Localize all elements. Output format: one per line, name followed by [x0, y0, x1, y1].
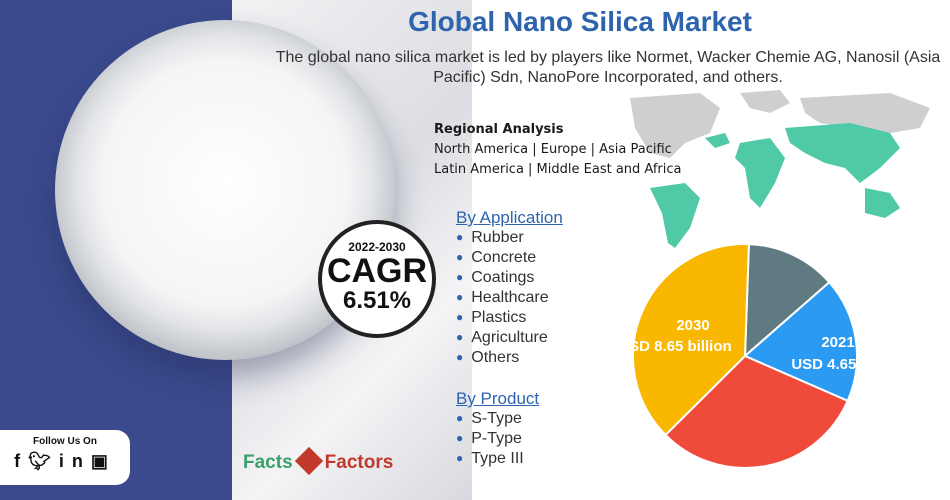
by-product-heading: By Product [456, 389, 540, 408]
page-subtitle: The global nano silica market is led by … [275, 49, 941, 86]
list-item: Plastics [456, 308, 563, 328]
pie-slice-2 [664, 354, 849, 469]
world-map-land-green [650, 123, 900, 248]
regional-analysis-line-2: Latin America | Middle East and Africa [434, 162, 682, 177]
pie-label-value-2021: USD 4.65 billion [791, 356, 904, 373]
world-map-image [630, 90, 930, 248]
by-product-list: By Product S-Type P-Type Type III [456, 389, 539, 469]
logo-text-left: Facts [243, 452, 293, 473]
social-icons: f🐦︎in▣ [0, 451, 130, 472]
market-size-pie-chart: 2030 USD 8.65 billion 2021 USD 4.65 bill… [618, 243, 905, 469]
pie-label-year-2030: 2030 [676, 317, 709, 334]
list-item: S-Type [456, 409, 539, 429]
cagr-value: 6.51% [342, 287, 412, 314]
page-title: Global Nano Silica Market [408, 6, 752, 37]
pie-slice-0 [743, 243, 831, 359]
cagr-badge: 2022-2030 CAGR 6.51% [318, 220, 436, 338]
list-item: Healthcare [456, 288, 563, 308]
cagr-label: CAGR [326, 252, 428, 290]
list-item: P-Type [456, 429, 539, 449]
by-application-heading: By Application [456, 208, 563, 227]
facts-and-factors-logo: Facts Factors [243, 446, 394, 476]
list-item: Coatings [456, 268, 563, 288]
list-item: Agriculture [456, 328, 563, 348]
regional-analysis-line-1: North America | Europe | Asia Pacific [434, 142, 672, 157]
list-item: Type III [456, 449, 539, 469]
list-item: Rubber [456, 228, 563, 248]
pie-label-value-2030: USD 8.65 billion [618, 338, 731, 355]
list-item: Concrete [456, 248, 563, 268]
regional-analysis-heading: Regional Analysis [434, 122, 564, 137]
social-follow-box: Follow Us On f🐦︎in▣ [0, 430, 130, 485]
follow-us-label: Follow Us On [33, 436, 97, 447]
regional-analysis: Regional Analysis North America | Europe… [434, 120, 681, 180]
twitter-icon[interactable]: 🐦︎ [28, 451, 59, 471]
by-application-list: By Application Rubber Concrete Coatings … [456, 208, 563, 368]
world-map-land-grey [630, 90, 930, 158]
instagram-icon[interactable]: ▣ [90, 451, 116, 471]
logo-text-right: Factors [324, 452, 394, 473]
pie-label-year-2021: 2021 [821, 334, 854, 351]
list-item: Others [456, 348, 563, 368]
linkedin-icon[interactable]: in [58, 451, 91, 471]
pie-slices [632, 243, 858, 469]
pie-slice-3 [632, 243, 750, 437]
facebook-icon[interactable]: f [14, 451, 29, 471]
pie-slice-1 [743, 280, 858, 403]
logo-mark-icon [294, 446, 323, 476]
cagr-years: 2022-2030 [348, 240, 406, 254]
